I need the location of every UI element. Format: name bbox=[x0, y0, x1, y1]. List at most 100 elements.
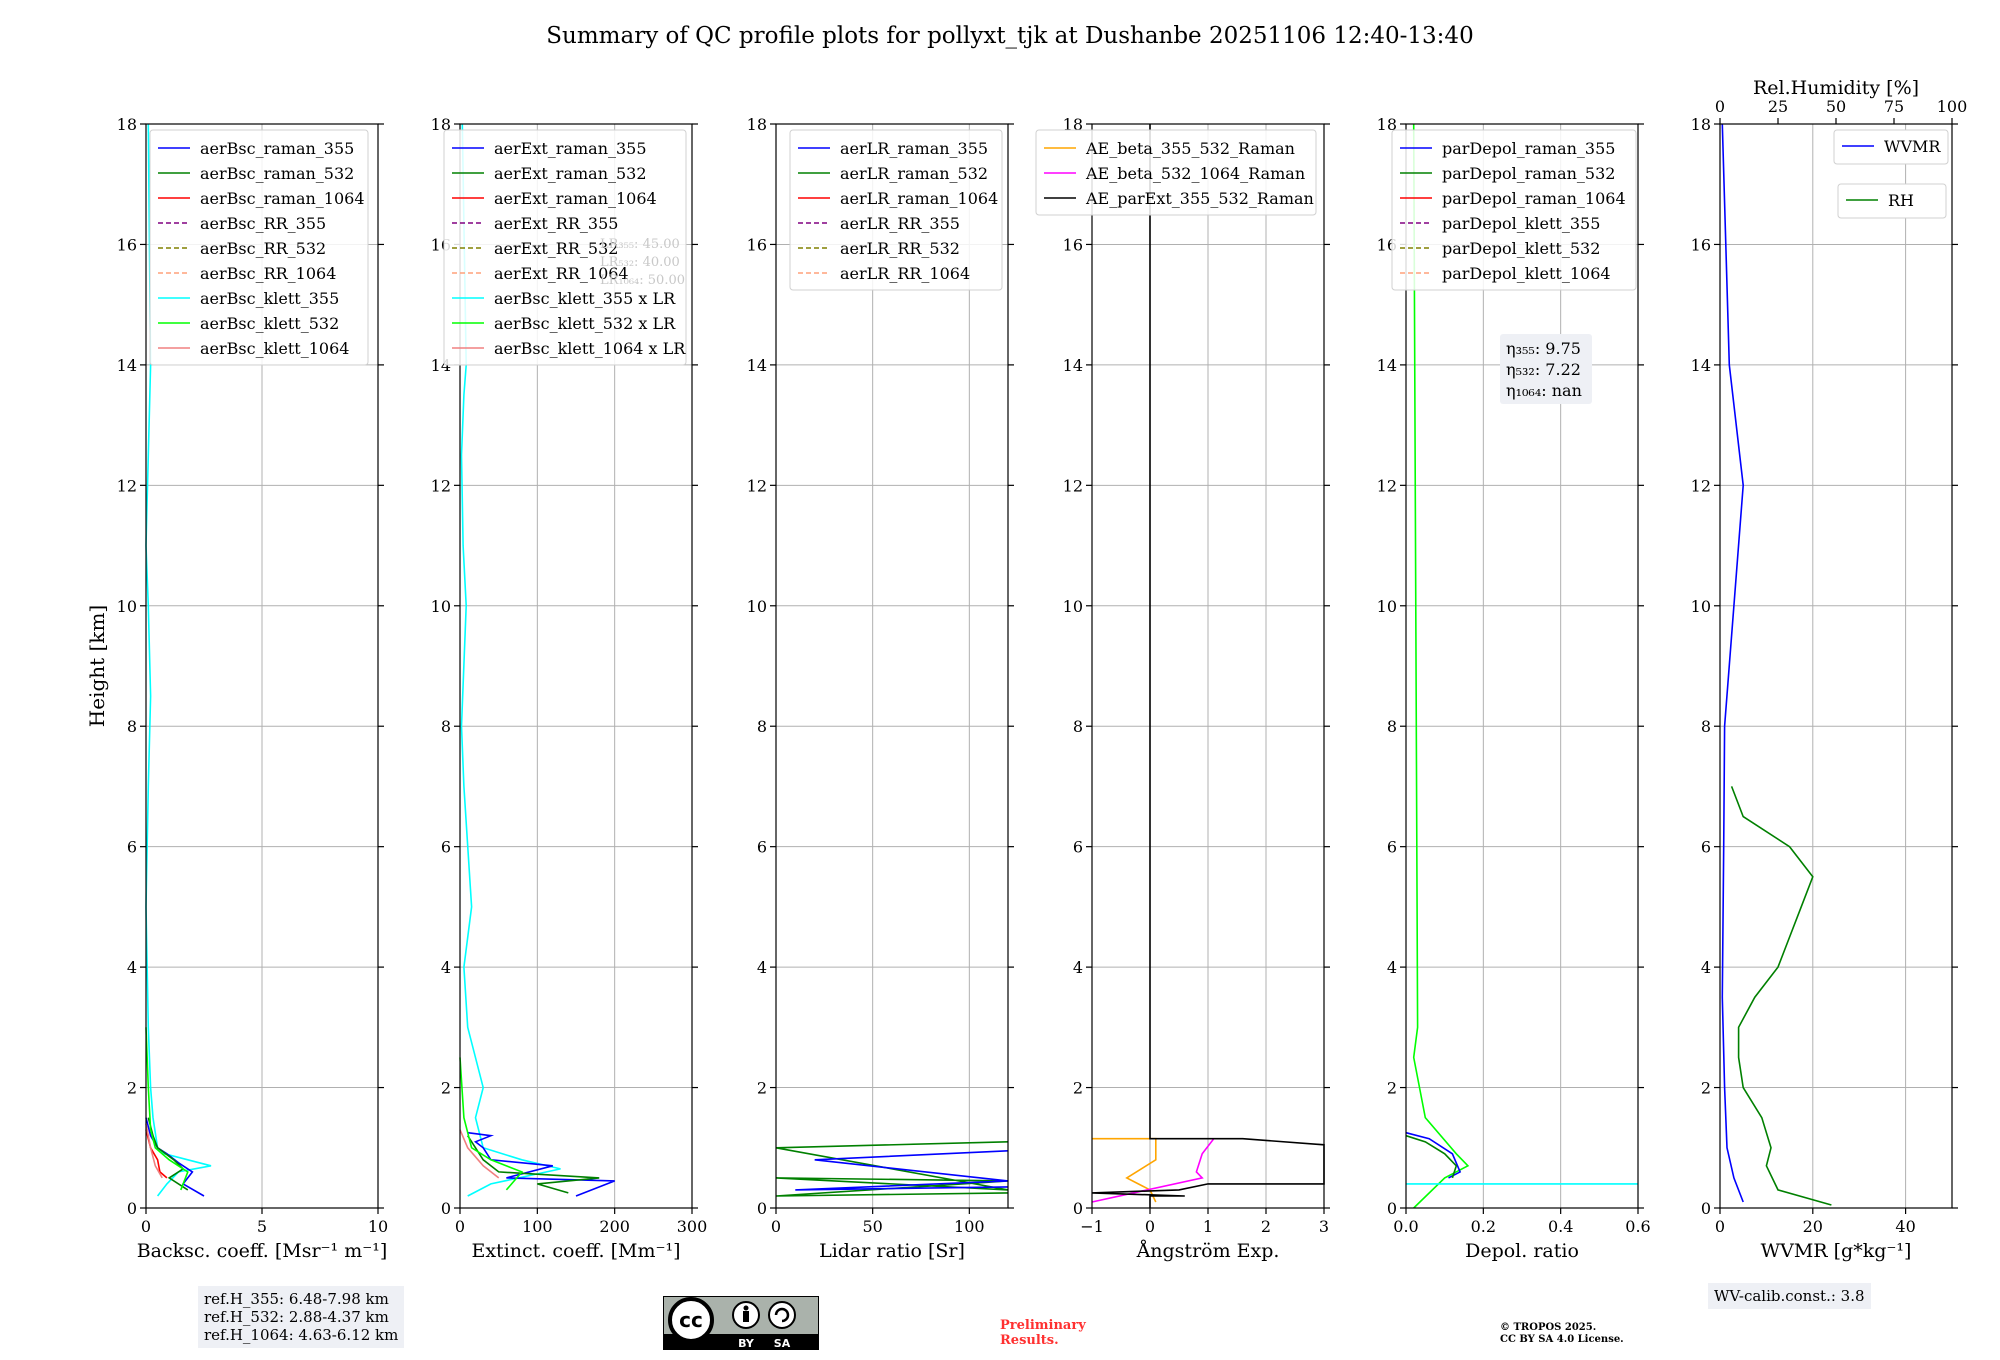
y-tick-label: 8 bbox=[1701, 717, 1711, 736]
series-line-WVMR bbox=[1721, 123, 1745, 1203]
y-tick-label: 0 bbox=[127, 1199, 137, 1218]
legend-box bbox=[1035, 129, 1317, 216]
y-tick-label: 2 bbox=[1701, 1079, 1711, 1098]
legend-box bbox=[443, 129, 687, 366]
cc-text: cc bbox=[679, 1308, 703, 1332]
legend-label: aerExt_RR_532 bbox=[494, 239, 618, 258]
y-tick-label: 4 bbox=[1387, 958, 1397, 977]
legend-box bbox=[149, 129, 369, 366]
x-tick-label: 0 bbox=[141, 1217, 151, 1236]
x-tick-label: 3 bbox=[1319, 1217, 1329, 1236]
y-tick-label: 12 bbox=[431, 476, 451, 495]
y-tick-label: 12 bbox=[117, 476, 137, 495]
y-tick-label: 2 bbox=[757, 1079, 767, 1098]
y-tick-label: 2 bbox=[127, 1079, 137, 1098]
series-line-aerBsc_klett_532 bbox=[145, 1027, 189, 1191]
y-tick-label: 8 bbox=[1387, 717, 1397, 736]
legend-label: aerBsc_klett_355 x LR bbox=[494, 289, 676, 308]
cc-by-sa-badge-icon: cc BY SA bbox=[663, 1296, 819, 1350]
copyright-line-2: CC BY SA 4.0 License. bbox=[1500, 1334, 1624, 1345]
reference-height-box: ref.H_355: 6.48-7.98 km ref.H_532: 2.88-… bbox=[198, 1286, 405, 1348]
figure-title: Summary of QC profile plots for pollyxt_… bbox=[546, 23, 1473, 49]
y-tick-label: 10 bbox=[1377, 597, 1397, 616]
x-axis-label: Backsc. coeff. [Msr⁻¹ m⁻¹] bbox=[137, 1240, 388, 1262]
x-tick-label: 40 bbox=[1895, 1217, 1915, 1236]
legend-label: aerBsc_klett_355 bbox=[200, 289, 339, 308]
y-tick-label: 4 bbox=[1701, 958, 1711, 977]
y-tick-label: 18 bbox=[1063, 115, 1083, 134]
series-line-aerBsc_klett_1064 bbox=[145, 1123, 163, 1179]
ref-h-1064: ref.H_1064: 4.63-6.12 km bbox=[204, 1326, 399, 1344]
legend-label: aerBsc_RR_532 bbox=[200, 239, 326, 258]
x-tick-label: 100 bbox=[954, 1217, 985, 1236]
top-tick-label: 75 bbox=[1884, 97, 1904, 116]
legend-label: RH bbox=[1888, 191, 1914, 210]
axes-frame bbox=[775, 123, 1009, 1209]
x-tick-label: 0.0 bbox=[1393, 1217, 1418, 1236]
legend-label: aerLR_raman_532 bbox=[840, 164, 988, 183]
y-tick-label: 10 bbox=[117, 597, 137, 616]
y-tick-label: 14 bbox=[1377, 356, 1397, 375]
preliminary-line-2: Results. bbox=[1000, 1333, 1059, 1348]
legend-label: aerBsc_RR_1064 bbox=[200, 264, 336, 283]
eta-annotation: η₁₀₆₄: nan bbox=[1506, 381, 1582, 400]
x-tick-label: 2 bbox=[1261, 1217, 1271, 1236]
y-tick-label: 6 bbox=[127, 838, 137, 857]
x-axis-label: WVMR [g*kg⁻¹] bbox=[1761, 1240, 1912, 1262]
legend-box-rh bbox=[1837, 183, 1947, 219]
x-tick-label: 0 bbox=[1145, 1217, 1155, 1236]
series-line-aerBsc_klett_532 x LR bbox=[459, 1057, 524, 1191]
legend-label: parDepol_raman_532 bbox=[1442, 164, 1615, 183]
legend-box-wvmr bbox=[1833, 129, 1949, 165]
x-tick-label: 0.4 bbox=[1548, 1217, 1573, 1236]
x-tick-label: 0 bbox=[771, 1217, 781, 1236]
y-tick-label: 16 bbox=[117, 235, 137, 254]
legend-label: aerBsc_klett_1064 x LR bbox=[494, 339, 686, 358]
legend-label: aerExt_raman_1064 bbox=[494, 189, 657, 208]
x-tick-label: 0 bbox=[455, 1217, 465, 1236]
series-line-RH bbox=[1730, 786, 1832, 1206]
y-tick-label: 4 bbox=[127, 958, 137, 977]
legend-label: aerBsc_raman_1064 bbox=[200, 189, 365, 208]
x-tick-label: 20 bbox=[1803, 1217, 1823, 1236]
lr-annotation: LR₅₃₂: 40.00 bbox=[600, 255, 680, 270]
y-tick-label: 2 bbox=[441, 1079, 451, 1098]
axes-frame bbox=[459, 123, 693, 1209]
axes-frame bbox=[1405, 123, 1639, 1209]
legend-box bbox=[1391, 129, 1637, 291]
legend-label: AE_beta_355_532_Raman bbox=[1085, 139, 1295, 158]
preliminary-results-note: Preliminary Results. bbox=[1000, 1318, 1120, 1348]
legend-label: aerBsc_klett_532 bbox=[200, 314, 339, 333]
legend-label: parDepol_klett_532 bbox=[1442, 239, 1600, 258]
series-line-AE_beta_355_532_Raman bbox=[1092, 1137, 1157, 1203]
top-tick-label: 25 bbox=[1768, 97, 1788, 116]
top-tick-label: 50 bbox=[1826, 97, 1846, 116]
y-tick-label: 14 bbox=[1691, 356, 1711, 375]
y-tick-label: 18 bbox=[1377, 115, 1397, 134]
y-tick-label: 4 bbox=[757, 958, 767, 977]
legend-box bbox=[789, 129, 1003, 291]
top-axis-label: Rel.Humidity [%] bbox=[1753, 77, 1919, 99]
x-tick-label: 0.6 bbox=[1625, 1217, 1650, 1236]
copyright-line-1: © TROPOS 2025. bbox=[1500, 1322, 1597, 1333]
y-tick-label: 6 bbox=[1701, 838, 1711, 857]
x-tick-label: 100 bbox=[522, 1217, 553, 1236]
y-tick-label: 16 bbox=[1063, 235, 1083, 254]
legend-label: parDepol_raman_355 bbox=[1442, 139, 1615, 158]
x-axis-label: Lidar ratio [Sr] bbox=[819, 1240, 965, 1262]
panel-3: 0 2 4 6 8 10 12 14 16 18 0 50 100 Lidar ratio [Sr] aer… bbox=[747, 115, 1014, 1262]
panel-1: 0 2 4 6 8 10 12 14 16 18 0 5 10 Backsc. coeff. [Msr⁻¹… bbox=[85, 115, 388, 1262]
legend-label: WVMR bbox=[1884, 137, 1941, 156]
eta-annotation: η₃₅₅: 9.75 bbox=[1506, 339, 1581, 358]
legend-label: aerLR_RR_532 bbox=[840, 239, 960, 258]
y-tick-label: 14 bbox=[1063, 356, 1083, 375]
y-tick-label: 18 bbox=[431, 115, 451, 134]
y-tick-label: 8 bbox=[1073, 717, 1083, 736]
y-tick-label: 4 bbox=[1073, 958, 1083, 977]
series-line-aerBsc_klett_355 x LR bbox=[460, 123, 561, 1197]
x-axis-label: Depol. ratio bbox=[1465, 1240, 1579, 1262]
legend-label: parDepol_klett_1064 bbox=[1442, 264, 1611, 283]
legend-label: aerLR_raman_355 bbox=[840, 139, 988, 158]
